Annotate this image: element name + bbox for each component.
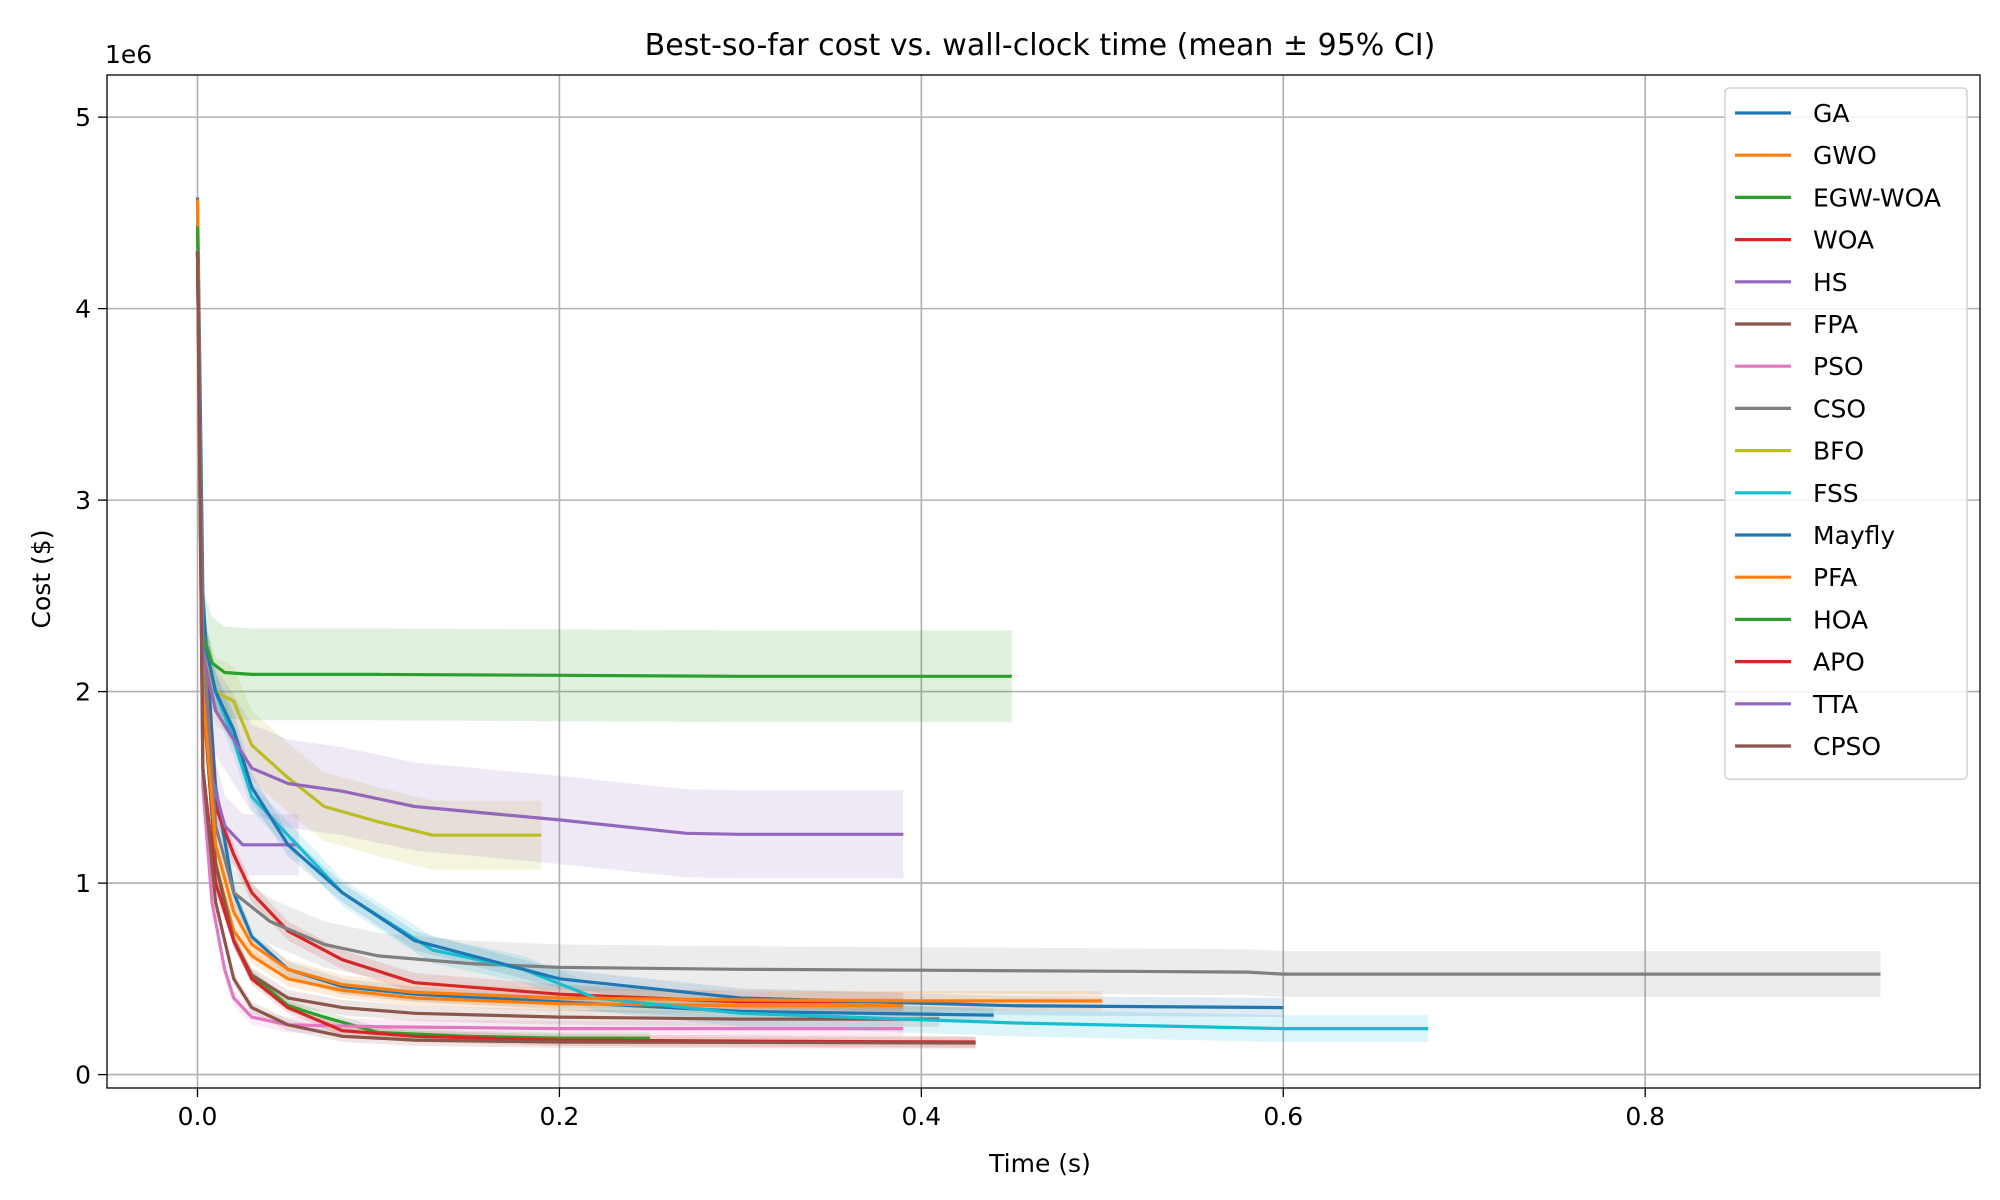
legend-label: FPA	[1813, 310, 1858, 339]
y-tick-label: 5	[75, 103, 91, 132]
legend-label: HS	[1813, 268, 1848, 297]
legend-label: WOA	[1813, 226, 1874, 255]
ci-band-bfo	[197, 251, 542, 870]
x-axis-label: Time (s)	[988, 1149, 1091, 1178]
series-lines	[195, 197, 1881, 1045]
legend-label: PSO	[1813, 352, 1864, 381]
series-line-cso	[195, 251, 1881, 976]
y-tick-label: 1	[75, 869, 91, 898]
x-tick-label: 0.2	[540, 1102, 580, 1131]
x-tick-label: 0.6	[1263, 1102, 1303, 1131]
legend: GA GWO EGW-WOA WOA HS FPA PSO CSO BFO FSS Mayfly PF…	[1724, 87, 1968, 780]
legend-box	[1724, 87, 1968, 780]
y-axis-label: Cost ($)	[27, 530, 56, 629]
legend-label: CPSO	[1813, 732, 1881, 761]
legend-label: HOA	[1813, 605, 1868, 634]
series-line-cpso	[195, 251, 976, 1045]
legend-label: BFO	[1813, 437, 1864, 466]
grid	[107, 75, 1980, 1088]
series-line-hoa	[195, 251, 1012, 678]
series-line-bfo	[195, 251, 542, 837]
x-tick-label: 0.0	[178, 1102, 218, 1131]
y-tick-label: 0	[75, 1061, 91, 1090]
y-tick-label: 2	[75, 678, 91, 707]
legend-label: PFA	[1813, 563, 1857, 592]
legend-label: CSO	[1813, 394, 1866, 423]
y-tick-label: 3	[75, 486, 91, 515]
legend-label: FSS	[1813, 479, 1859, 508]
legend-label: EGW-WOA	[1813, 183, 1941, 212]
series-line-pso	[195, 251, 904, 1031]
y-axis-multiplier: 1e6	[105, 40, 152, 69]
legend-label: GA	[1813, 99, 1849, 128]
x-tick-label: 0.8	[1625, 1102, 1665, 1131]
legend-label: GWO	[1813, 141, 1877, 170]
x-tick-label: 0.4	[901, 1102, 941, 1131]
series-line-pfa	[195, 251, 1103, 1003]
plot-frame	[106, 74, 1981, 1089]
chart-title: Best-so-far cost vs. wall-clock time (me…	[645, 28, 1436, 63]
series-line-tta	[195, 251, 904, 836]
legend-label: APO	[1813, 648, 1865, 677]
y-tick-label: 4	[75, 295, 91, 324]
legend-label: TTA	[1812, 690, 1858, 719]
legend-label: Mayfly	[1813, 521, 1895, 550]
axis-ticks: 0.0 0.2 0.4 0.6 0.8 0 1 2 3 4 5	[75, 103, 1665, 1131]
